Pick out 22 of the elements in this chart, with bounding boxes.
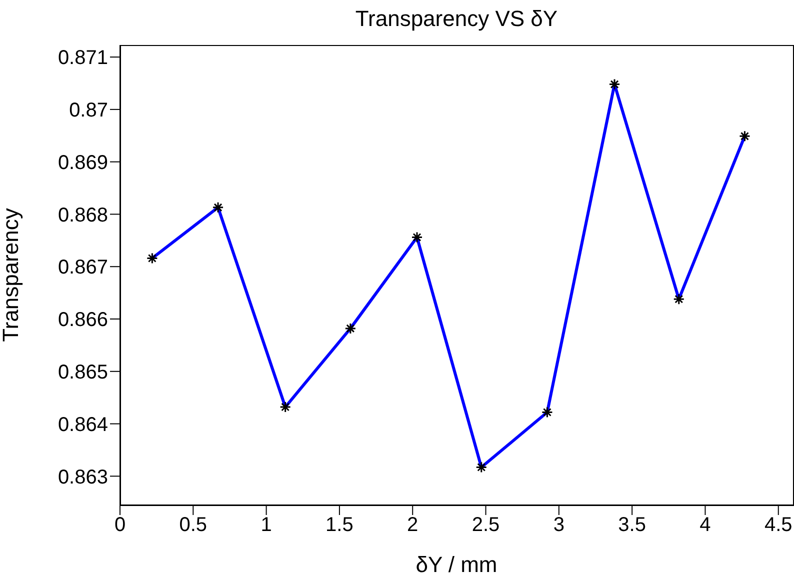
y-tick-label: 0.865 — [58, 362, 108, 384]
y-tick-label: 0.871 — [58, 47, 108, 70]
x-tick-label: 2 — [407, 514, 418, 536]
y-tick-label: 0.867 — [58, 256, 108, 279]
y-tick-label: 0.866 — [58, 309, 108, 332]
y-tick-label: 0.869 — [58, 152, 108, 174]
x-tick-label: 1.5 — [326, 514, 354, 536]
x-tick-label: 1 — [260, 514, 272, 536]
y-axis-title: Transparency — [0, 208, 23, 342]
y-tick-label: 0.863 — [58, 466, 108, 488]
x-tick-label: 3.5 — [618, 514, 646, 536]
x-tick-label: 0.5 — [179, 514, 208, 536]
x-tick-label: 0 — [114, 514, 126, 536]
x-tick-label: 4 — [700, 514, 711, 536]
x-tick-label: 2.5 — [472, 514, 500, 536]
y-tick-label: 0.864 — [58, 414, 108, 436]
chart-title: Transparency VS δY — [354, 6, 559, 32]
y-tick-label: 0.868 — [58, 204, 108, 226]
x-tick-label: 3 — [553, 514, 564, 536]
y-tick-label: 0.87 — [69, 100, 108, 122]
x-tick-label: 4.5 — [764, 514, 792, 536]
x-axis-title: δY / mm — [416, 552, 498, 576]
